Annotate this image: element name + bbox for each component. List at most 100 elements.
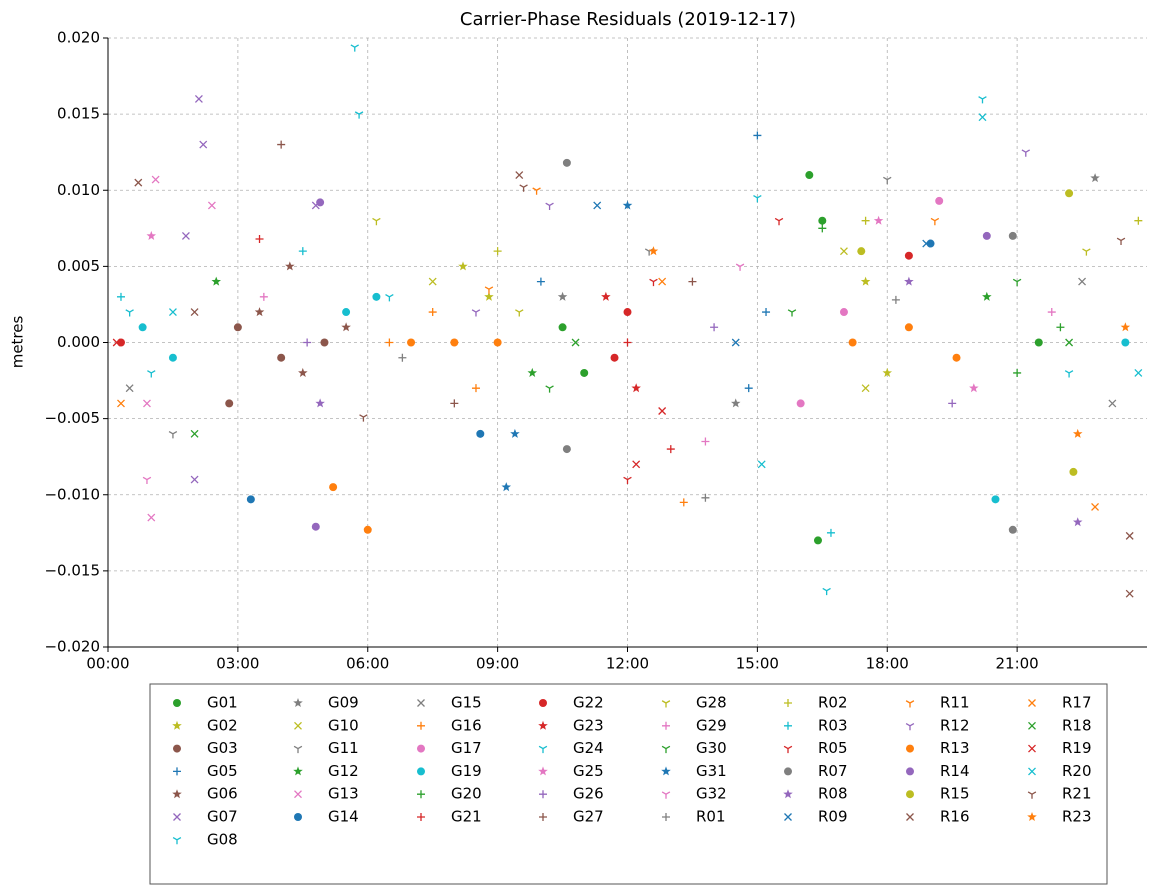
data-point <box>116 338 125 347</box>
x-tick-label: 03:00 <box>216 655 259 673</box>
data-point <box>818 216 827 225</box>
legend-marker <box>1027 791 1037 799</box>
x-tick-label: 18:00 <box>866 655 909 673</box>
legend-marker <box>417 790 425 799</box>
data-point <box>796 399 805 408</box>
x-tick-label: 21:00 <box>996 655 1039 673</box>
data-point <box>493 247 502 256</box>
data-point <box>1120 322 1131 332</box>
data-point <box>532 187 541 195</box>
data-point <box>303 338 312 347</box>
legend-label: G16 <box>451 716 482 734</box>
data-point <box>1047 308 1056 317</box>
legend-label: R14 <box>940 762 970 780</box>
data-point <box>233 323 242 332</box>
data-point <box>484 286 494 294</box>
y-tick-label: 0.010 <box>57 181 100 199</box>
data-point <box>515 171 524 179</box>
data-point <box>610 353 619 362</box>
data-point <box>710 323 719 332</box>
legend-marker <box>1027 812 1037 821</box>
data-point <box>354 111 364 119</box>
legend-label: R11 <box>940 694 970 712</box>
legend-label: R18 <box>1062 716 1092 734</box>
data-point <box>857 247 866 256</box>
data-point <box>350 44 359 52</box>
data-point <box>211 276 221 286</box>
data-point <box>1090 173 1100 183</box>
data-point <box>190 475 199 484</box>
data-point <box>632 460 641 469</box>
legend-label: G08 <box>207 830 238 848</box>
data-point <box>134 178 143 187</box>
data-point <box>536 277 545 286</box>
y-axis-label: metres <box>9 316 27 369</box>
data-point <box>978 113 987 122</box>
legend-marker <box>417 699 425 707</box>
data-point <box>982 231 991 240</box>
data-point <box>116 292 125 301</box>
legend-marker <box>1028 744 1036 753</box>
data-point <box>926 239 935 248</box>
data-point <box>1116 237 1126 245</box>
legend-label: R02 <box>818 694 848 712</box>
data-point <box>622 200 633 210</box>
data-point <box>138 323 147 332</box>
y-tick-label: −0.005 <box>44 409 100 427</box>
data-point <box>873 215 884 225</box>
data-point <box>1091 502 1100 511</box>
data-point <box>311 522 320 531</box>
data-point <box>255 234 264 243</box>
data-point <box>731 338 740 347</box>
chart-title: Carrier-Phase Residuals (2019-12-17) <box>460 9 796 30</box>
legend-marker <box>539 699 547 707</box>
data-point <box>562 445 571 454</box>
data-point <box>112 338 121 347</box>
legend-label: G24 <box>573 739 604 757</box>
data-point <box>822 587 831 596</box>
data-point <box>199 140 208 149</box>
legend-label: G30 <box>696 739 727 757</box>
data-point <box>501 482 511 492</box>
data-point <box>774 217 784 226</box>
legend-marker <box>784 721 792 730</box>
data-point <box>341 322 351 332</box>
data-point <box>818 224 827 233</box>
data-point <box>558 323 567 332</box>
legend-label: R01 <box>696 808 726 826</box>
legend-label: G20 <box>451 785 482 803</box>
data-point <box>519 184 528 192</box>
data-point <box>1078 277 1087 286</box>
data-point <box>861 384 870 393</box>
legend-marker <box>173 767 181 776</box>
legend-label: G09 <box>328 694 359 712</box>
data-point <box>168 431 178 439</box>
data-point <box>883 176 892 185</box>
legend-marker <box>294 813 302 821</box>
data-point <box>207 201 216 210</box>
data-point <box>623 308 632 317</box>
x-tick-label: 15:00 <box>736 655 779 673</box>
data-point <box>254 307 265 317</box>
data-point <box>1034 338 1043 347</box>
data-point <box>1082 248 1091 256</box>
data-point <box>1134 368 1143 377</box>
legend-marker <box>539 790 547 799</box>
data-point <box>658 277 667 286</box>
legend-marker <box>784 813 792 821</box>
data-point <box>861 216 870 225</box>
data-point <box>805 171 814 180</box>
data-point <box>860 276 871 286</box>
legend-marker <box>661 700 671 708</box>
legend-label: G23 <box>573 716 604 734</box>
data-point <box>428 277 437 286</box>
legend-marker <box>1028 721 1036 730</box>
legend-marker <box>1028 767 1036 776</box>
data-point <box>813 536 822 545</box>
y-tick-label: −0.015 <box>44 561 100 579</box>
data-point <box>259 292 268 301</box>
data-point <box>125 309 134 317</box>
legend-marker <box>417 767 425 776</box>
y-tick-label: 0.015 <box>57 105 100 123</box>
data-point <box>372 292 381 301</box>
